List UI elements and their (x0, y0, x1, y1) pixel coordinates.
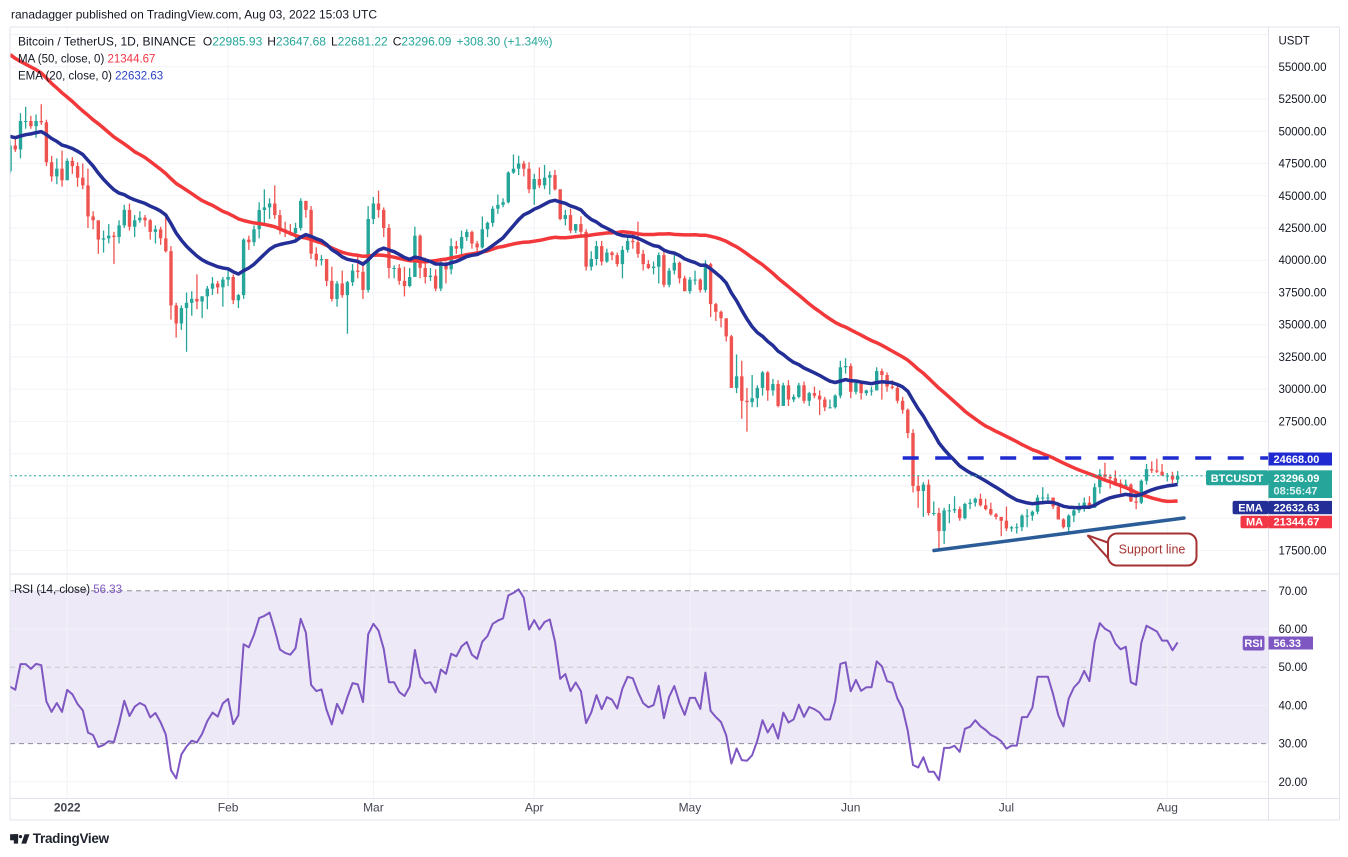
svg-text:45000.00: 45000.00 (1279, 191, 1327, 203)
svg-text:RSI (14, close) 56.33: RSI (14, close) 56.33 (14, 584, 122, 596)
svg-text:23296.09: 23296.09 (1274, 473, 1320, 485)
svg-text:08:56:47: 08:56:47 (1274, 486, 1318, 498)
svg-text:50.00: 50.00 (1279, 662, 1308, 674)
svg-text:USDT: USDT (1279, 35, 1310, 47)
svg-text:Jun: Jun (841, 801, 860, 815)
svg-text:32500.00: 32500.00 (1279, 352, 1327, 364)
svg-text:40.00: 40.00 (1279, 700, 1308, 712)
svg-text:56.33: 56.33 (1274, 638, 1302, 650)
svg-text:60.00: 60.00 (1279, 624, 1308, 636)
svg-text:May: May (679, 801, 702, 815)
svg-text:Feb: Feb (218, 801, 239, 815)
svg-text:TradingView: TradingView (33, 831, 110, 846)
svg-text:47500.00: 47500.00 (1279, 159, 1327, 171)
svg-text:MA (50, close, 0) 21344.67: MA (50, close, 0) 21344.67 (18, 54, 155, 66)
svg-text:BTCUSDT: BTCUSDT (1211, 473, 1264, 485)
svg-text:Mar: Mar (363, 801, 384, 815)
svg-text:42500.00: 42500.00 (1279, 223, 1327, 235)
svg-text:50000.00: 50000.00 (1279, 126, 1327, 138)
svg-text:70.00: 70.00 (1279, 586, 1308, 598)
svg-text:RSI: RSI (1244, 638, 1262, 650)
svg-text:24668.00: 24668.00 (1274, 454, 1320, 466)
svg-text:52500.00: 52500.00 (1279, 94, 1327, 106)
svg-text:Support line: Support line (1119, 543, 1186, 557)
svg-text:2022: 2022 (54, 801, 81, 815)
svg-text:30.00: 30.00 (1279, 739, 1308, 751)
svg-text:17500.00: 17500.00 (1279, 545, 1327, 557)
svg-text:EMA (20, close, 0) 22632.63: EMA (20, close, 0) 22632.63 (18, 71, 163, 83)
svg-text:21344.67: 21344.67 (1274, 517, 1320, 529)
svg-text:37500.00: 37500.00 (1279, 288, 1327, 300)
svg-text:20.00: 20.00 (1279, 777, 1308, 789)
svg-text:30000.00: 30000.00 (1279, 384, 1327, 396)
svg-text:Aug: Aug (1157, 801, 1178, 815)
svg-text:27500.00: 27500.00 (1279, 416, 1327, 428)
svg-text:EMA: EMA (1238, 502, 1263, 514)
svg-text:55000.00: 55000.00 (1279, 62, 1327, 74)
svg-text:Bitcoin / TetherUS, 1D, BINANC: Bitcoin / TetherUS, 1D, BINANCE O22985.93… (18, 35, 553, 49)
svg-text:40000.00: 40000.00 (1279, 255, 1327, 267)
svg-text:35000.00: 35000.00 (1279, 320, 1327, 332)
svg-text:MA: MA (1246, 517, 1263, 529)
svg-text:22632.63: 22632.63 (1274, 502, 1320, 514)
svg-text:Jul: Jul (999, 801, 1014, 815)
svg-text:ranadagger published on Tradin: ranadagger published on TradingView.com,… (11, 8, 377, 22)
svg-text:Apr: Apr (525, 801, 544, 815)
